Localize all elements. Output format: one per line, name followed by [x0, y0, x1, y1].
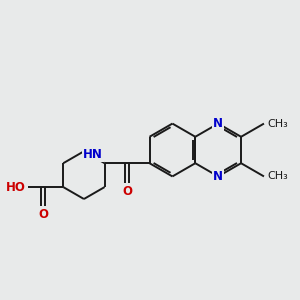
Text: N: N	[213, 117, 223, 130]
Text: HO: HO	[5, 181, 26, 194]
Text: HN: HN	[83, 148, 103, 161]
Text: O: O	[38, 208, 48, 221]
Text: CH₃: CH₃	[267, 118, 288, 129]
Text: O: O	[122, 185, 132, 198]
Text: CH₃: CH₃	[267, 171, 288, 182]
Text: N: N	[213, 170, 223, 183]
